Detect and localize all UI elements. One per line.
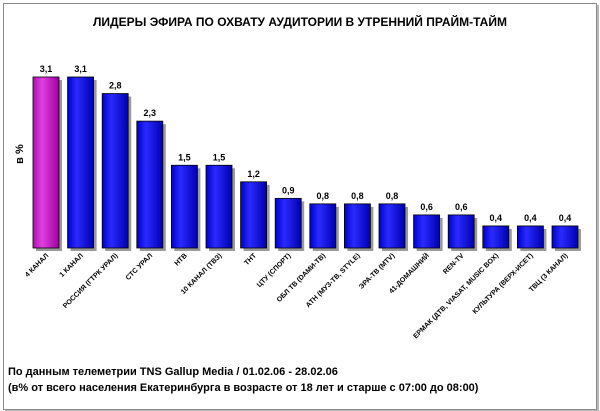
category-label: СТС УРАЛ <box>125 252 154 281</box>
bar <box>170 164 198 249</box>
bar-value-label: 0,4 <box>490 213 503 223</box>
bar <box>413 214 441 249</box>
bar-value-label: 1,2 <box>247 169 260 179</box>
source-note: По данным телеметрии TNS Gallup Media / … <box>8 366 338 378</box>
category-label: КУЛЬТУРА (ВЕРХ-ИСЕТ) <box>472 252 535 315</box>
bar-value-label: 1,5 <box>213 152 226 162</box>
population-note: (в% от всего населения Екатеринбурга в в… <box>8 382 479 394</box>
bar <box>32 76 60 249</box>
bar-chart: ЛИДЕРЫ ЭФИРА ПО ОХВАТУ АУДИТОРИИ В УТРЕН… <box>14 14 581 340</box>
bar-value-label: 0,8 <box>351 191 364 201</box>
bar <box>378 203 406 249</box>
bar <box>101 93 129 249</box>
category-label: ТНТ <box>243 252 258 267</box>
bar <box>551 225 579 249</box>
chart-frame: ЛИДЕРЫ ЭФИРА ПО ОХВАТУ АУДИТОРИИ В УТРЕН… <box>3 3 597 410</box>
bar-value-label: 2,3 <box>144 108 157 118</box>
bar <box>274 197 302 249</box>
bar <box>482 225 510 249</box>
bar-value-label: 0,8 <box>386 191 399 201</box>
bar <box>205 164 233 249</box>
bar <box>136 120 164 249</box>
bar <box>67 76 94 249</box>
bar-value-label: 3,1 <box>74 64 87 74</box>
category-label: 4 КАНАЛ <box>24 252 50 278</box>
bar-value-label: 0,6 <box>420 202 433 212</box>
bar-value-label: 0,8 <box>317 191 330 201</box>
category-label: ЭРА-ТВ (МТV) <box>358 252 396 290</box>
bar <box>343 203 371 249</box>
bar-value-label: 0,4 <box>524 213 537 223</box>
y-axis-label: в % <box>14 144 26 164</box>
bar <box>517 225 544 249</box>
chart-title: ЛИДЕРЫ ЭФИРА ПО ОХВАТУ АУДИТОРИИ В УТРЕН… <box>93 14 507 29</box>
bar-value-label: 0,6 <box>455 202 468 212</box>
bar-value-label: 3,1 <box>40 64 53 74</box>
bar-value-label: 0,4 <box>559 213 572 223</box>
bar-value-label: 2,8 <box>109 81 122 91</box>
category-label: REN-TV <box>442 252 466 276</box>
category-label: 1 КАНАЛ <box>59 252 85 278</box>
bar-value-label: 0,9 <box>282 185 295 195</box>
bar <box>309 203 337 249</box>
category-label: ЦТУ (СПОРТ) <box>256 252 293 289</box>
bar <box>447 214 475 249</box>
bar <box>240 181 268 249</box>
category-label: ТВЦ (3 КАНАЛ) <box>528 252 569 293</box>
bar-value-label: 1,5 <box>178 152 191 162</box>
category-label: НТВ <box>174 252 189 267</box>
